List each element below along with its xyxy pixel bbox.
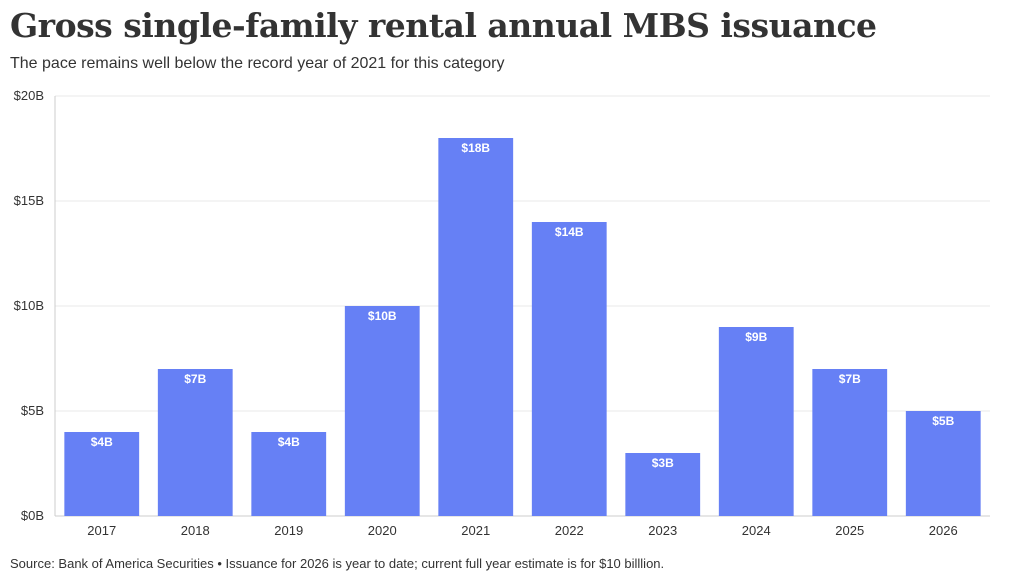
bar bbox=[625, 453, 701, 516]
bar bbox=[344, 306, 420, 516]
bars: $4B $7B $4B $10B $18B $14B $3B $9B $7B $5B bbox=[64, 138, 981, 516]
x-tick-label: 2017 bbox=[87, 523, 116, 538]
x-tick-label: 2019 bbox=[274, 523, 303, 538]
y-tick-label: $15B bbox=[14, 193, 44, 208]
chart-subtitle: The pace remains well below the record y… bbox=[10, 55, 505, 72]
bar bbox=[531, 222, 607, 516]
bar bbox=[251, 432, 327, 516]
bar-value-label: $18B bbox=[461, 141, 490, 155]
x-tick-label: 2026 bbox=[929, 523, 958, 538]
x-tick-label: 2022 bbox=[555, 523, 584, 538]
bar-value-label: $4B bbox=[278, 435, 300, 449]
x-tick-label: 2021 bbox=[461, 523, 490, 538]
bar-value-label: $14B bbox=[555, 225, 584, 239]
y-tick-label: $5B bbox=[21, 403, 44, 418]
bar-chart: $4B $7B $4B $10B $18B $14B $3B $9B $7B $5B $0B $5B… bbox=[14, 88, 990, 538]
y-axis-ticks: $0B $5B $10B $15B $20B bbox=[14, 88, 44, 523]
bar bbox=[157, 369, 233, 516]
bar bbox=[718, 327, 794, 516]
bar-value-label: $10B bbox=[368, 309, 397, 323]
x-tick-label: 2018 bbox=[181, 523, 210, 538]
bar bbox=[64, 432, 140, 516]
bar-value-label: $9B bbox=[745, 330, 767, 344]
bar bbox=[812, 369, 888, 516]
y-tick-label: $10B bbox=[14, 298, 44, 313]
x-tick-label: 2024 bbox=[742, 523, 771, 538]
bar-value-label: $7B bbox=[184, 372, 206, 386]
bar-value-label: $4B bbox=[91, 435, 113, 449]
bar bbox=[438, 138, 514, 516]
bar-value-label: $5B bbox=[932, 414, 954, 428]
x-axis-ticks: 2017 2018 2019 2020 2021 2022 2023 2024 2025 2026 bbox=[87, 523, 957, 538]
chart-title: Gross single-family rental annual MBS is… bbox=[10, 6, 877, 45]
bar-value-label: $3B bbox=[652, 456, 674, 470]
y-tick-label: $20B bbox=[14, 88, 44, 103]
x-tick-label: 2023 bbox=[648, 523, 677, 538]
y-tick-label: $0B bbox=[21, 508, 44, 523]
x-tick-label: 2025 bbox=[835, 523, 864, 538]
x-tick-label: 2020 bbox=[368, 523, 397, 538]
bar bbox=[905, 411, 981, 516]
source-note: Source: Bank of America Securities • Iss… bbox=[10, 556, 665, 571]
bar-value-label: $7B bbox=[839, 372, 861, 386]
